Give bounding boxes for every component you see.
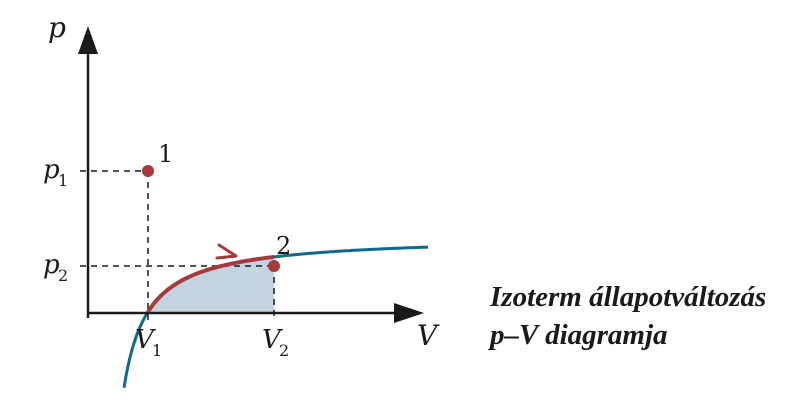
x-axis-arrow-icon xyxy=(394,303,424,323)
v2-tick-label: V xyxy=(262,325,283,355)
x-axis-label: V xyxy=(417,319,440,352)
p2-tick-subscript: 2 xyxy=(58,266,68,285)
caption-line-2: p–V diagramja xyxy=(490,319,668,351)
p1-tick-subscript: 1 xyxy=(58,171,68,190)
p2-tick-label: p xyxy=(43,250,60,280)
y-axis-arrow-icon xyxy=(78,26,98,54)
v1-tick-label: V xyxy=(135,325,156,355)
v1-tick-subscript: 1 xyxy=(152,341,162,360)
p1-tick-label: p xyxy=(43,155,60,185)
diagram-caption: Izoterm állapotváltozás p–V diagramja xyxy=(490,278,766,354)
y-axis-label: p xyxy=(48,11,66,44)
work-area xyxy=(148,256,274,313)
caption-line-1: Izoterm állapotváltozás xyxy=(490,281,767,313)
state-point-1 xyxy=(142,165,154,177)
process-curve xyxy=(146,254,275,313)
state-label-2: 2 xyxy=(276,232,291,260)
state-point-2 xyxy=(268,260,280,272)
state-label-1: 1 xyxy=(158,140,173,168)
direction-arrow-icon xyxy=(215,243,238,260)
v2-tick-subscript: 2 xyxy=(279,341,289,360)
